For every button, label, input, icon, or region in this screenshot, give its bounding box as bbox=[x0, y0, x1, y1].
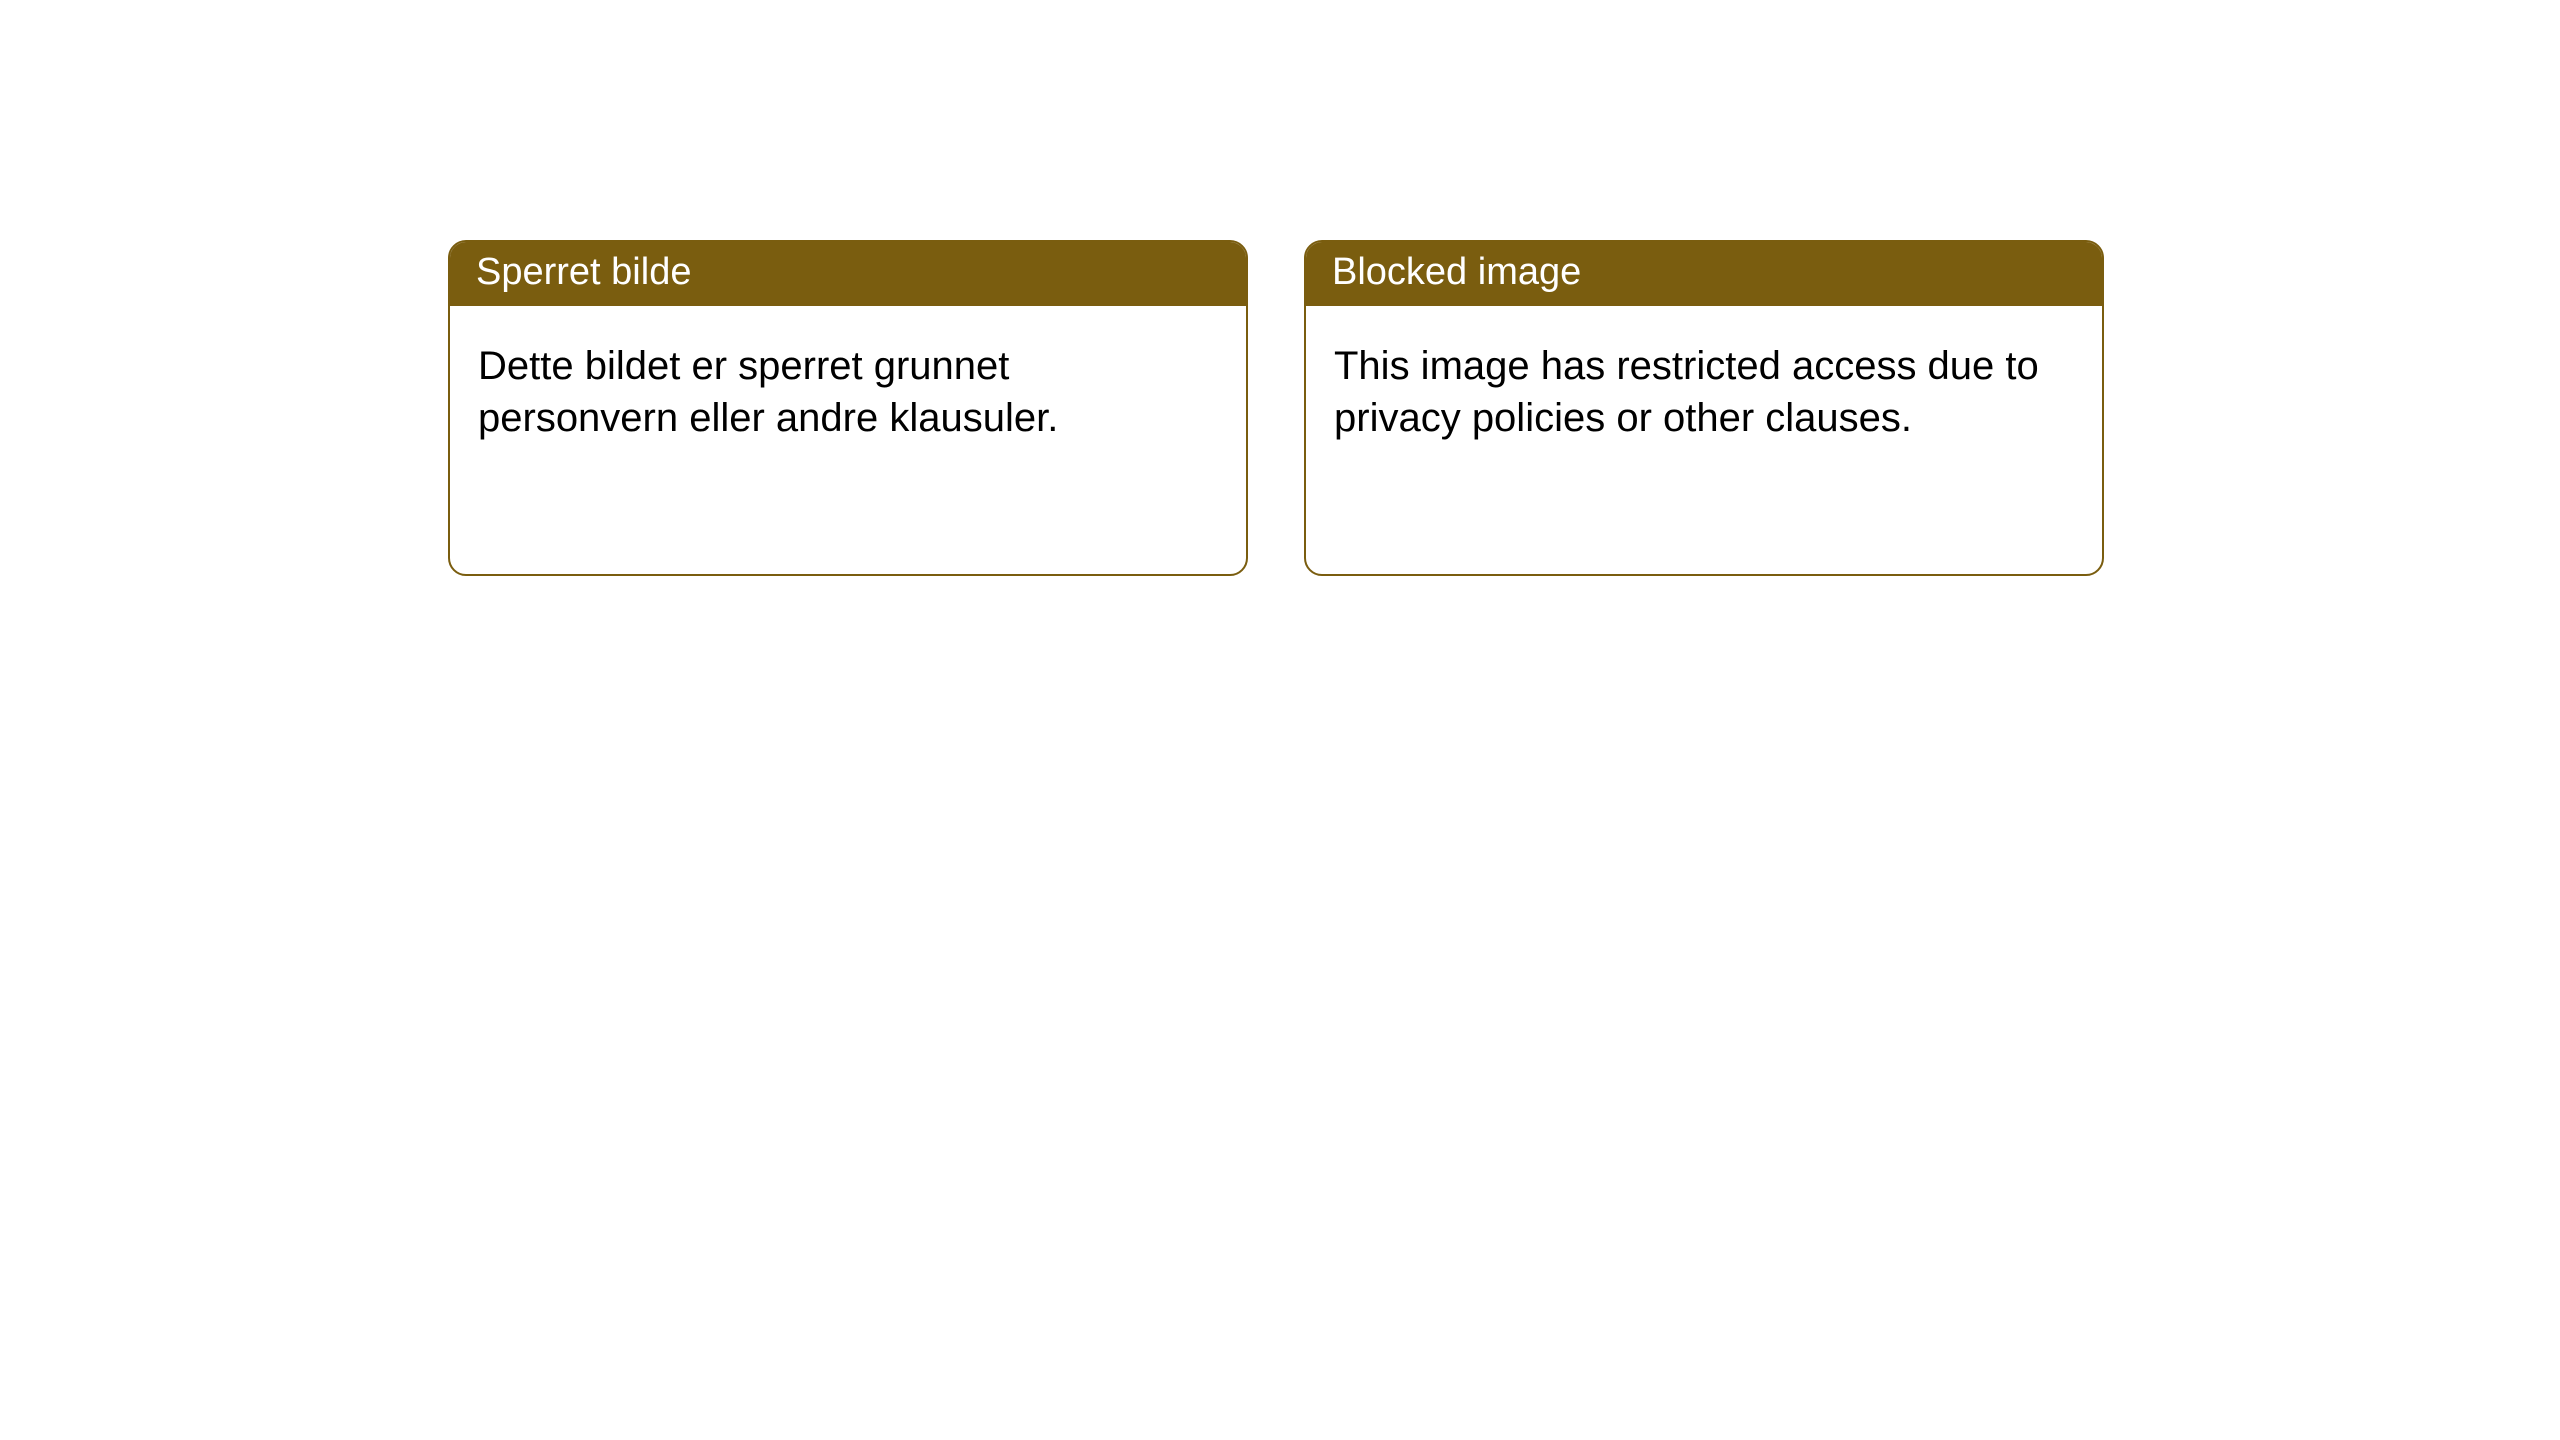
blocked-image-card-english: Blocked image This image has restricted … bbox=[1304, 240, 2104, 576]
card-header-norwegian: Sperret bilde bbox=[450, 242, 1246, 306]
card-header-english: Blocked image bbox=[1306, 242, 2102, 306]
card-body-english: This image has restricted access due to … bbox=[1306, 306, 2102, 472]
card-body-norwegian: Dette bildet er sperret grunnet personve… bbox=[450, 306, 1246, 472]
blocked-image-card-norwegian: Sperret bilde Dette bildet er sperret gr… bbox=[448, 240, 1248, 576]
notice-cards-container: Sperret bilde Dette bildet er sperret gr… bbox=[0, 0, 2560, 576]
